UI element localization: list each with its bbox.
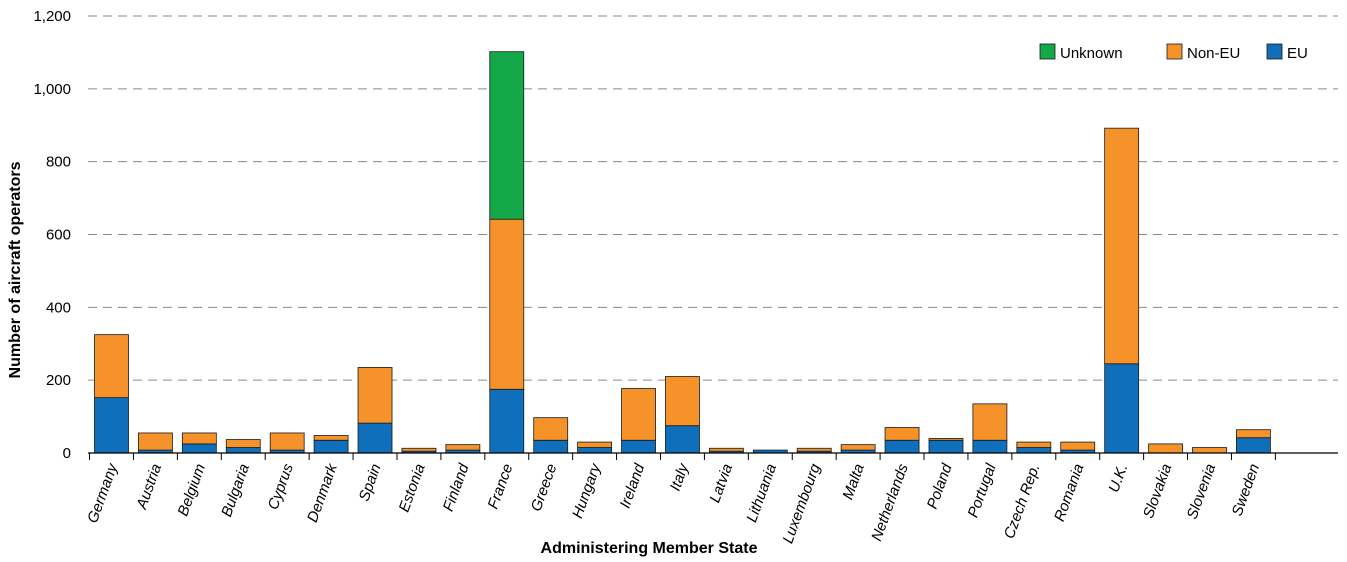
x-tick-label: Germany <box>84 460 122 525</box>
bar-eu-12 <box>621 439 656 454</box>
x-tick-label: Cyprus <box>265 461 297 512</box>
bar-non-eu-18 <box>884 427 920 441</box>
bar-non-eu-0 <box>94 334 129 399</box>
legend-item-unknown: Unknown <box>1039 43 1123 62</box>
x-tick-label: Netherlands <box>868 461 912 543</box>
y-tick-label: 800 <box>46 154 71 171</box>
bar-non-eu-2 <box>181 432 217 445</box>
bar-non-eu-21 <box>1016 441 1052 448</box>
bar-non-eu-5 <box>313 435 349 441</box>
bar-eu-26 <box>1236 437 1271 454</box>
x-tick-label: Finland <box>440 461 473 514</box>
x-tick-label: Romania <box>1051 462 1088 524</box>
bar-non-eu-19 <box>928 438 964 441</box>
bar-non-eu-3 <box>225 439 261 448</box>
bar-eu-2 <box>181 443 217 454</box>
legend-swatch <box>1039 43 1056 60</box>
y-tick-label: 200 <box>46 372 71 389</box>
x-tick-label: France <box>485 462 517 512</box>
bar-eu-11 <box>577 447 613 454</box>
x-tick-label: Latvia <box>706 462 736 505</box>
legend-item-eu: EU <box>1266 43 1308 62</box>
bar-non-eu-1 <box>138 432 173 451</box>
bar-eu-20 <box>972 439 1008 454</box>
x-tick-label: Luxembourg <box>779 461 824 546</box>
x-tick-label: Belgium <box>175 462 210 519</box>
x-tick-label: Sweden <box>1229 462 1264 519</box>
x-tick-label: Czech Rep. <box>1001 462 1044 541</box>
x-tick-label: Bulgaria <box>218 462 253 520</box>
legend-item-non-eu: Non-EU <box>1166 43 1240 62</box>
bar-eu-3 <box>225 447 261 454</box>
bar-eu-10 <box>533 439 569 454</box>
bar-eu-9 <box>489 388 525 454</box>
bar-non-eu-17 <box>840 444 876 451</box>
bar-eu-13 <box>665 425 700 454</box>
x-tick-label: Austria <box>133 462 165 513</box>
bar-non-eu-24 <box>1148 443 1183 454</box>
bar-non-eu-23 <box>1104 127 1140 365</box>
legend-swatch <box>1266 43 1283 60</box>
bar-non-eu-7 <box>401 447 437 452</box>
x-tick-label: Lithuania <box>743 462 780 525</box>
bar-non-eu-26 <box>1236 429 1271 439</box>
bar-non-eu-9 <box>489 218 525 390</box>
x-axis-title: Administering Member State <box>541 540 758 557</box>
legend-label: EU <box>1287 45 1308 62</box>
y-tick-label: 1,200 <box>33 8 71 25</box>
bar-non-eu-11 <box>577 441 613 448</box>
legend-swatch <box>1166 43 1183 60</box>
bar-unknown-9 <box>489 51 525 220</box>
bar-non-eu-20 <box>972 403 1008 441</box>
bar-non-eu-10 <box>533 417 569 441</box>
legend-label: Non-EU <box>1187 45 1240 62</box>
x-tick-label: Estonia <box>396 462 429 515</box>
gridlines <box>88 15 1338 381</box>
x-tick-label: Ireland <box>617 461 649 511</box>
bar-non-eu-4 <box>269 432 305 451</box>
x-tick-label: Italy <box>667 460 693 493</box>
x-axis-ticks: Germany Austria Belgium Bulgaria Cyprus Denma… <box>84 453 1276 546</box>
x-tick-label: Portugal <box>965 461 1000 520</box>
bar-non-eu-16 <box>796 447 832 452</box>
x-tick-label: Spain <box>356 462 385 504</box>
bar-non-eu-14 <box>708 447 744 452</box>
y-tick-label: 600 <box>46 227 71 244</box>
y-tick-label: 400 <box>46 299 71 316</box>
bar-eu-23 <box>1104 363 1140 454</box>
bars <box>94 51 1271 454</box>
y-axis-ticks: 0 200 400 600 800 1,000 1,200 <box>33 8 71 462</box>
legend-label: Unknown <box>1060 45 1123 62</box>
x-tick-label: Slovenia <box>1184 462 1220 522</box>
legend: Unknown Non-EU EU <box>1039 43 1308 62</box>
bar-non-eu-8 <box>445 444 481 451</box>
bar-non-eu-13 <box>665 376 700 427</box>
x-tick-label: Hungary <box>569 460 605 521</box>
bar-eu-6 <box>357 422 393 454</box>
x-tick-label: Malta <box>839 462 868 502</box>
x-tick-label: Slovakia <box>1140 462 1175 521</box>
bar-non-eu-6 <box>357 367 393 424</box>
bar-eu-21 <box>1016 447 1052 454</box>
x-tick-label: U.K. <box>1105 462 1131 495</box>
x-tick-label: Denmark <box>304 460 341 524</box>
bar-non-eu-22 <box>1060 441 1096 451</box>
y-tick-label: 1,000 <box>33 81 71 98</box>
bar-eu-18 <box>884 439 920 454</box>
bar-non-eu-12 <box>621 388 656 441</box>
y-axis-title: Number of aircraft operators <box>7 161 24 378</box>
x-tick-label: Greece <box>528 462 561 514</box>
bar-non-eu-25 <box>1192 447 1227 454</box>
x-tick-label: Poland <box>924 461 956 511</box>
bar-eu-19 <box>928 439 964 454</box>
y-tick-label: 0 <box>63 445 71 462</box>
bar-eu-5 <box>313 439 349 454</box>
bar-eu-0 <box>94 397 129 454</box>
